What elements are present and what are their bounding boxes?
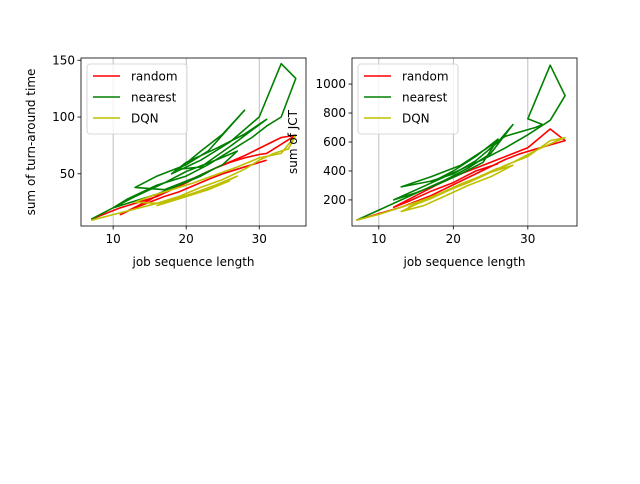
left-legend-label-dqn: DQN [131,112,159,126]
right-y-axis-label: sum of JCT [286,109,300,174]
right-series-dqn-line [356,136,566,221]
left-x-tick-label: 30 [252,232,267,246]
right-x-ticks: 10 20 30 [371,226,535,246]
left-series-group [90,62,297,222]
right-subplot: 10 20 30 200 400 600 800 1000 job sequence len… [286,57,578,269]
right-x-tick-label: 30 [520,232,535,246]
left-x-tick-label: 10 [106,232,121,246]
left-legend: random nearest DQN [86,63,188,135]
right-y-tick-label: 800 [323,106,346,120]
left-axes-frame [80,57,307,227]
left-y-axis-label: sum of turn-around time [24,69,38,216]
right-legend-box [357,63,459,135]
right-legend-label-nearest: nearest [402,91,448,105]
left-legend-label-nearest: nearest [131,91,177,105]
right-legend: random nearest DQN [357,63,459,135]
right-series-random-line [356,128,566,221]
left-y-tick-label: 50 [60,167,75,181]
left-legend-box [86,63,188,135]
left-y-ticks: 50 100 150 [52,53,81,181]
left-y-tick-label: 150 [52,53,75,67]
left-subplot: 10 20 30 50 100 150 job sequence length sum … [24,53,307,269]
right-x-tick-label: 20 [446,232,461,246]
left-series-dqn-line [90,134,297,222]
right-x-axis-label: job sequence length [403,255,526,269]
right-legend-label-dqn: DQN [402,112,430,126]
right-y-tick-label: 1000 [315,77,346,91]
left-x-tick-label: 20 [179,232,194,246]
left-series-nearest-line [90,62,297,220]
right-x-tick-label: 10 [371,232,386,246]
right-y-tick-label: 600 [323,135,346,149]
left-y-tick-label: 100 [52,110,75,124]
right-series-nearest-line [356,64,566,221]
right-y-tick-label: 200 [323,193,346,207]
right-y-tick-label: 400 [323,164,346,178]
right-legend-label-random: random [402,70,449,84]
left-x-ticks: 10 20 30 [106,226,267,246]
right-y-ticks: 200 400 600 800 1000 [315,77,352,207]
left-x-axis-label: job sequence length [132,255,255,269]
left-series-random-line [90,134,297,220]
left-legend-label-random: random [131,70,178,84]
right-series-group [356,64,566,221]
